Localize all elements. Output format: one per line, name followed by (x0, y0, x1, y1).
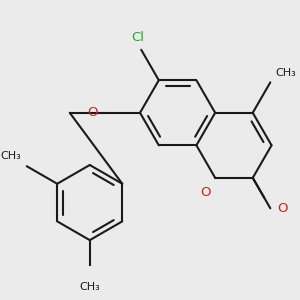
Text: CH₃: CH₃ (80, 282, 100, 292)
Text: CH₃: CH₃ (0, 151, 21, 161)
Text: O: O (88, 106, 98, 119)
Text: O: O (277, 202, 288, 215)
Text: Cl: Cl (131, 31, 144, 44)
Text: O: O (200, 186, 210, 199)
Text: CH₃: CH₃ (275, 68, 296, 78)
